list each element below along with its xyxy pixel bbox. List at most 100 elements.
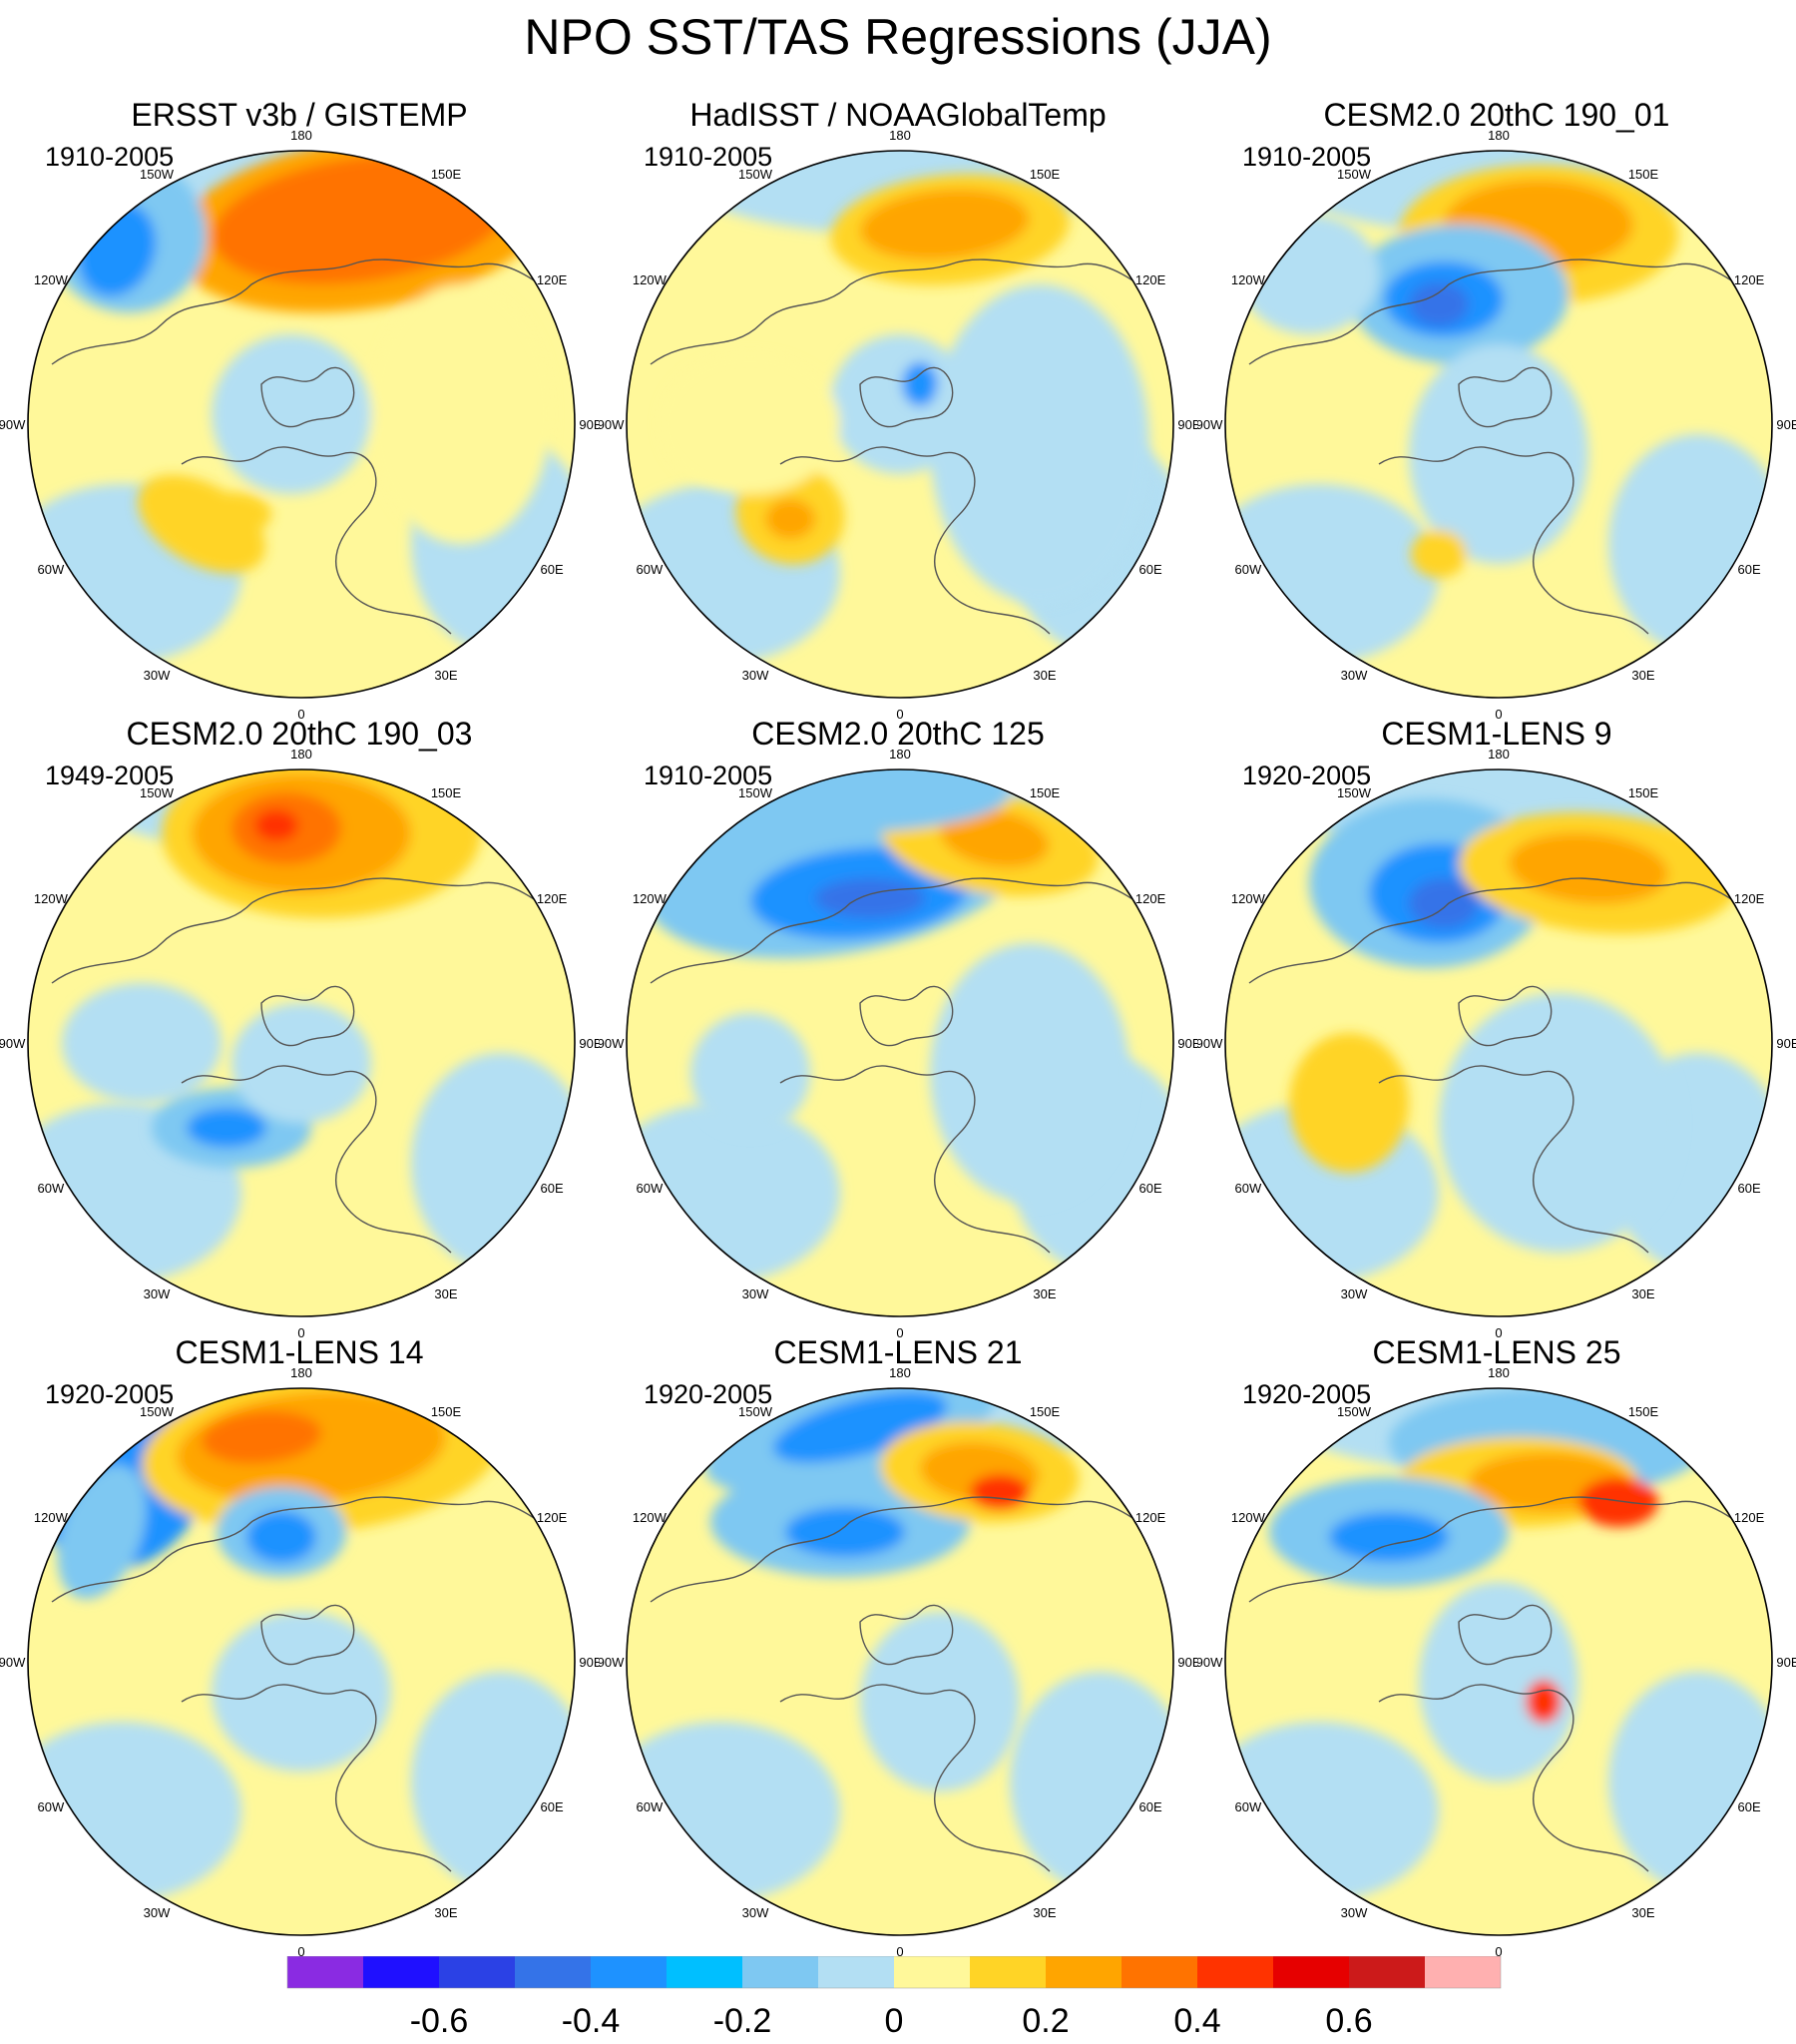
colorbar-tick-label: -0.2 [713, 2002, 772, 2040]
longitude-label: 150E [431, 167, 462, 182]
map-panel: CESM1-LENS 9 180 150E 120E 90E 60E 30E 0 30W 60W 9… [1197, 714, 1796, 1337]
colorbar-tick-label: -0.4 [562, 2002, 621, 2040]
longitude-label: 90E [1177, 1036, 1197, 1051]
coastline [1458, 1604, 1553, 1666]
longitude-label: 120W [633, 891, 668, 906]
longitude-label: 120E [1734, 891, 1765, 906]
longitude-label: 0 [896, 1944, 903, 1956]
coastline [779, 446, 1051, 635]
longitude-label: 120W [34, 1510, 69, 1525]
panel-title: CESM1-LENS 14 [175, 1334, 424, 1370]
longitude-label: 30W [1341, 1286, 1368, 1301]
longitude-label: 30W [742, 1905, 769, 1920]
longitude-label: 120E [1135, 1510, 1166, 1525]
anomaly-region [772, 1391, 948, 1463]
longitude-label: 120E [1734, 272, 1765, 287]
longitude-label: 120E [537, 272, 568, 287]
longitude-label: 60E [541, 562, 564, 577]
anomaly-region [202, 1410, 321, 1464]
map-boundary [27, 150, 576, 699]
longitude-label: 30W [144, 1905, 171, 1920]
coastline [1248, 1496, 1764, 1603]
longitude-label: 90E [579, 1036, 599, 1051]
map-panel: CESM2.0 20thC 190_01 180 150E 120E 90E 60E 30E… [1197, 95, 1796, 719]
anomaly-region [1578, 1477, 1658, 1527]
longitude-label: 120E [1135, 891, 1166, 906]
longitude-label: 90E [579, 417, 599, 432]
longitude-label: 90W [1197, 1036, 1223, 1051]
longitude-label: 30W [1341, 1905, 1368, 1920]
panel-period: 1920-2005 [1242, 761, 1372, 790]
colorbar-swatch [1273, 1956, 1349, 1988]
longitude-label: 90E [1776, 417, 1796, 432]
anomaly-region [1411, 530, 1467, 578]
polar-stereographic-map: 180 150E 120E 90E 60E 30E 0 30W 60W 90W 120W 150W [599, 128, 1197, 719]
anomaly-region [1289, 1033, 1409, 1173]
longitude-label: 180 [889, 747, 911, 762]
anomaly-region [411, 1672, 575, 1891]
anomaly-region [860, 189, 1030, 260]
longitude-label: 120W [34, 272, 69, 287]
map-panel: CESM2.0 20thC 125 180 150E 120E 90E 60E 30E 0 30… [599, 714, 1197, 1337]
longitude-label: 150E [1628, 167, 1659, 182]
longitude-label: 0 [1495, 1325, 1502, 1337]
anomaly-region [815, 878, 925, 918]
map-boundary [27, 1387, 576, 1936]
panel-title: CESM2.0 20thC 125 [751, 716, 1045, 752]
longitude-label: 60W [637, 562, 664, 577]
longitude-label: 60E [1738, 1181, 1761, 1196]
coastline [260, 1604, 355, 1666]
colorbar-swatch [363, 1956, 439, 1988]
longitude-label: 90W [0, 1655, 26, 1670]
longitude-label: 180 [1488, 747, 1510, 762]
coastlines [650, 258, 1165, 635]
colorbar-tick-label: 0 [885, 2002, 904, 2040]
longitude-label: 30E [434, 668, 457, 683]
longitude-label: 150E [1628, 785, 1659, 800]
polar-stereographic-map: 180 150E 120E 90E 60E 30E 0 30W 60W 90W 120W 150W [599, 1365, 1197, 1956]
longitude-label: 120E [1135, 272, 1166, 287]
longitude-label: 120W [34, 891, 69, 906]
colorbar-swatch [1425, 1956, 1501, 1988]
coastlines [51, 258, 567, 635]
panel-title: HadISST / NOAAGlobalTemp [689, 97, 1107, 133]
colorbar-swatch [1197, 1956, 1273, 1988]
colorbar-swatch [818, 1956, 894, 1988]
map-boundary [1224, 1387, 1773, 1936]
colorbar: -0.6 -0.4 -0.2 0 0.2 0.4 0.6 [286, 1956, 1502, 2040]
longitude-label: 120W [1231, 272, 1266, 287]
longitude-label: 150W [738, 167, 773, 182]
longitude-label: 120W [633, 1510, 668, 1525]
colorbar-swatch [894, 1956, 970, 1988]
coastline [260, 985, 355, 1047]
longitude-label: 120E [1734, 1510, 1765, 1525]
polar-stereographic-map: 180 150E 120E 90E 60E 30E 0 30W 60W 90W 120W 150W [0, 1365, 599, 1956]
panel-period: 1910-2005 [1242, 142, 1372, 172]
longitude-label: 150W [140, 785, 175, 800]
map-panel: CESM1-LENS 14 180 150E 120E 90E 60E 30E 0 30W 60W… [0, 1332, 599, 1956]
colorbar-swatch [1046, 1956, 1122, 1988]
longitude-label: 90E [1776, 1655, 1796, 1670]
longitude-label: 60E [1139, 1799, 1162, 1814]
anomaly-region [1409, 344, 1588, 564]
polar-stereographic-map: 180 150E 120E 90E 60E 30E 0 30W 60W 90W 120W 150W [599, 747, 1197, 1337]
longitude-label: 90E [579, 1655, 599, 1670]
colorbar-frame [286, 1956, 1502, 1989]
anomaly-region [213, 155, 510, 284]
longitude-label: 150W [738, 1404, 773, 1419]
longitude-label: 180 [1488, 128, 1510, 143]
longitude-label: 90W [1197, 1655, 1223, 1670]
panel-period: 1910-2005 [644, 142, 773, 172]
longitude-label: 180 [889, 128, 911, 143]
longitude-label: 0 [896, 1325, 903, 1337]
longitude-label: 150W [1337, 167, 1372, 182]
anomaly-region [1439, 993, 1678, 1253]
longitude-label: 180 [290, 747, 312, 762]
anomaly-region [187, 1108, 266, 1148]
anomaly-region [1409, 878, 1479, 928]
longitude-label: 0 [297, 1325, 304, 1337]
longitude-label: 150E [1628, 1404, 1659, 1419]
coastline [51, 1496, 567, 1603]
map-panel: ERSST v3b / GISTEMP 180 150E 120E 90E 60E 30E 0… [0, 95, 599, 719]
anomaly-region [970, 1474, 1030, 1510]
